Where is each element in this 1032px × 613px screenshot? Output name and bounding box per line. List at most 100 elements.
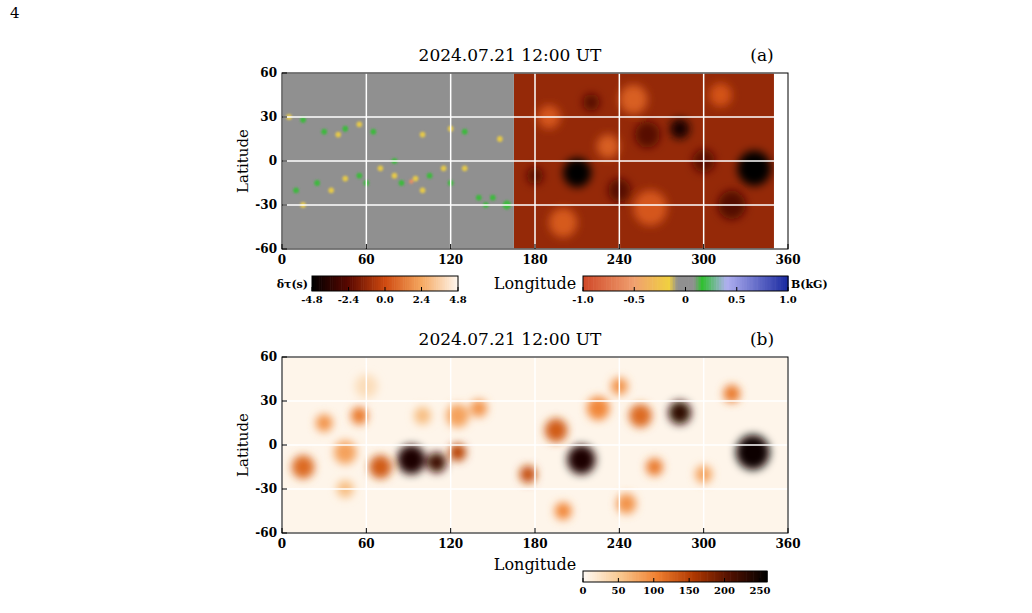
y-axis-title: Latitude — [234, 129, 252, 193]
feature — [520, 466, 537, 484]
feature — [635, 121, 660, 147]
x-tick-label: 240 — [607, 537, 632, 551]
colorbar-tick — [634, 287, 635, 291]
x-tick — [619, 528, 620, 533]
feature — [342, 176, 348, 182]
y-tick — [282, 117, 287, 118]
colorbar-tick — [724, 578, 725, 582]
feature — [446, 404, 468, 427]
x-tick-label: 60 — [358, 537, 375, 551]
colorbar: -1.0-0.500.51.0B(kG) — [572, 276, 828, 305]
x-tick — [282, 528, 283, 533]
feature — [409, 179, 413, 183]
x-tick — [619, 244, 620, 249]
figure: 4060120180240300360-60-3003060LongitudeL… — [0, 0, 1032, 613]
y-tick-label: 30 — [260, 394, 277, 408]
colorbar-tick-label: 1.0 — [779, 294, 796, 305]
feature — [449, 444, 466, 462]
feature — [300, 117, 306, 123]
colorbar-tick-label: 0.5 — [728, 294, 745, 305]
y-tick-label: -60 — [255, 526, 277, 540]
grid-line — [282, 204, 788, 206]
x-tick-label: 300 — [691, 253, 716, 267]
colorbar-tick-label: 50 — [611, 585, 625, 596]
feature — [497, 136, 503, 142]
colorbar: 050100150200250 — [580, 571, 771, 596]
feature — [555, 502, 572, 520]
feature — [314, 180, 320, 186]
feature — [470, 400, 487, 418]
colorbar-tick-label: 250 — [749, 585, 770, 596]
feature — [736, 435, 770, 470]
y-tick-label: 60 — [260, 350, 277, 364]
colorbar-tick-label: 2.4 — [413, 294, 430, 305]
x-tick-label: 240 — [607, 253, 632, 267]
panel-label: (b) — [750, 329, 774, 349]
x-tick-label: 0 — [278, 253, 286, 267]
feature — [351, 407, 368, 425]
colorbar-frame — [583, 571, 767, 582]
y-tick — [282, 161, 287, 162]
x-tick-label: 180 — [522, 537, 547, 551]
x-tick-label: 120 — [438, 537, 463, 551]
feature — [371, 129, 377, 135]
plot-frame — [282, 73, 788, 249]
grid-line — [282, 160, 788, 162]
colorbar-tick-label: 200 — [714, 585, 735, 596]
x-axis-title: Longitude — [494, 274, 576, 293]
feature — [427, 173, 433, 179]
colorbar-tick-label: -0.5 — [623, 294, 645, 305]
x-tick-label: 300 — [691, 537, 716, 551]
feature — [356, 121, 362, 127]
colorbar-tick-label: 100 — [643, 585, 664, 596]
x-tick — [535, 528, 536, 533]
grid-line — [282, 444, 788, 446]
x-axis-title: Longitude — [494, 555, 576, 574]
feature — [563, 158, 591, 187]
title: 2024.07.21 12:00 UT — [419, 45, 602, 65]
colorbar-tick — [583, 578, 584, 582]
grid-line — [282, 400, 788, 402]
colorbar-tick — [312, 287, 313, 291]
title: 2024.07.21 12:00 UT — [419, 329, 602, 349]
feature — [328, 187, 334, 193]
feature — [587, 397, 609, 420]
colorbar-tick — [736, 287, 737, 291]
feature — [476, 195, 482, 201]
colorbar-label: δτ(s) — [277, 278, 308, 291]
colorbar-tick — [689, 578, 690, 582]
feature — [462, 129, 468, 135]
plot-bg — [282, 357, 788, 533]
y-tick-label: -30 — [255, 482, 277, 496]
colorbar-tick — [458, 287, 459, 291]
y-tick-label: -60 — [255, 242, 277, 256]
y-tick-label: 0 — [269, 154, 277, 168]
colorbar-tick — [759, 578, 760, 582]
panel: 060120180240300360-60-3003060LongitudeLa… — [234, 329, 801, 574]
colorbar-frame — [583, 276, 788, 291]
colorbar-tick-label: -4.8 — [301, 294, 323, 305]
feature — [335, 132, 341, 138]
x-tick — [788, 528, 789, 533]
x-tick-label: 360 — [775, 253, 800, 267]
x-tick — [450, 244, 451, 249]
colorbar-tick-label: 4.8 — [449, 294, 466, 305]
colorbar-tick — [788, 287, 789, 291]
y-tick — [282, 445, 287, 446]
feature — [723, 385, 740, 403]
features — [292, 375, 770, 520]
x-tick — [703, 528, 704, 533]
colorbar-tick — [583, 287, 584, 291]
map-background — [282, 357, 788, 533]
colorbar-tick-label: 150 — [679, 585, 700, 596]
feature — [549, 208, 577, 237]
colorbar-tick — [385, 287, 386, 291]
y-tick — [282, 73, 287, 74]
map-layer — [282, 357, 788, 533]
feature — [633, 190, 667, 225]
x-tick — [366, 528, 367, 533]
feature — [399, 180, 405, 186]
y-tick — [282, 205, 287, 206]
feature — [392, 173, 398, 179]
x-tick-label: 0 — [278, 537, 286, 551]
